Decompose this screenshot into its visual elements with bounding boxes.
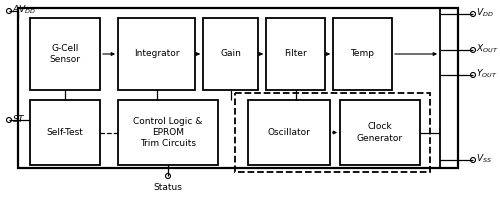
- Text: Self-Test: Self-Test: [46, 128, 84, 137]
- Text: Gain: Gain: [220, 49, 241, 59]
- Bar: [333, 18, 392, 90]
- Bar: [203, 18, 258, 90]
- Text: G-Cell
Sensor: G-Cell Sensor: [50, 44, 80, 64]
- Text: Control Logic &
EPROM
Trim Circuits: Control Logic & EPROM Trim Circuits: [134, 117, 202, 148]
- Text: Integrator: Integrator: [134, 49, 179, 59]
- Text: Status: Status: [154, 183, 182, 193]
- Bar: [248, 100, 330, 165]
- Text: $V_{SS}$: $V_{SS}$: [476, 153, 492, 165]
- Bar: [118, 18, 195, 90]
- Text: Oscillator: Oscillator: [268, 128, 310, 137]
- Bar: [266, 18, 325, 90]
- Text: $Y_{OUT}$: $Y_{OUT}$: [476, 68, 498, 80]
- Bar: [30, 100, 100, 165]
- Text: $ST$: $ST$: [12, 114, 26, 124]
- Text: Temp: Temp: [350, 49, 374, 59]
- Text: $X_{OUT}$: $X_{OUT}$: [476, 43, 498, 55]
- Bar: [18, 8, 458, 168]
- Bar: [118, 100, 218, 165]
- Bar: [30, 18, 100, 90]
- Text: Clock
Generator: Clock Generator: [357, 122, 403, 143]
- Bar: [235, 93, 430, 172]
- Bar: [340, 100, 420, 165]
- Text: $V_{DD}$: $V_{DD}$: [476, 7, 494, 19]
- Text: Filter: Filter: [284, 49, 307, 59]
- Text: $AV_{DD}$: $AV_{DD}$: [12, 4, 36, 16]
